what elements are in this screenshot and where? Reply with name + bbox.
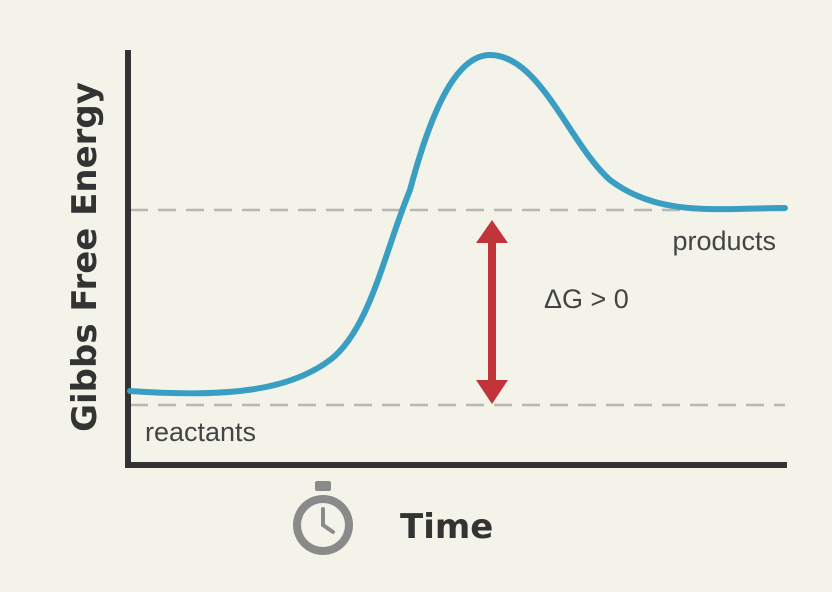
energy-curve (127, 51, 788, 397)
reactants-label: reactants (145, 417, 256, 447)
delta-g-arrow (476, 220, 508, 404)
delta-g-label: ΔG > 0 (544, 284, 629, 314)
y-axis-label: Gibbs Free Energy (65, 82, 105, 432)
x-axis-label: Time (400, 507, 493, 547)
products-label: products (672, 226, 776, 256)
stopwatch-icon (293, 481, 353, 555)
